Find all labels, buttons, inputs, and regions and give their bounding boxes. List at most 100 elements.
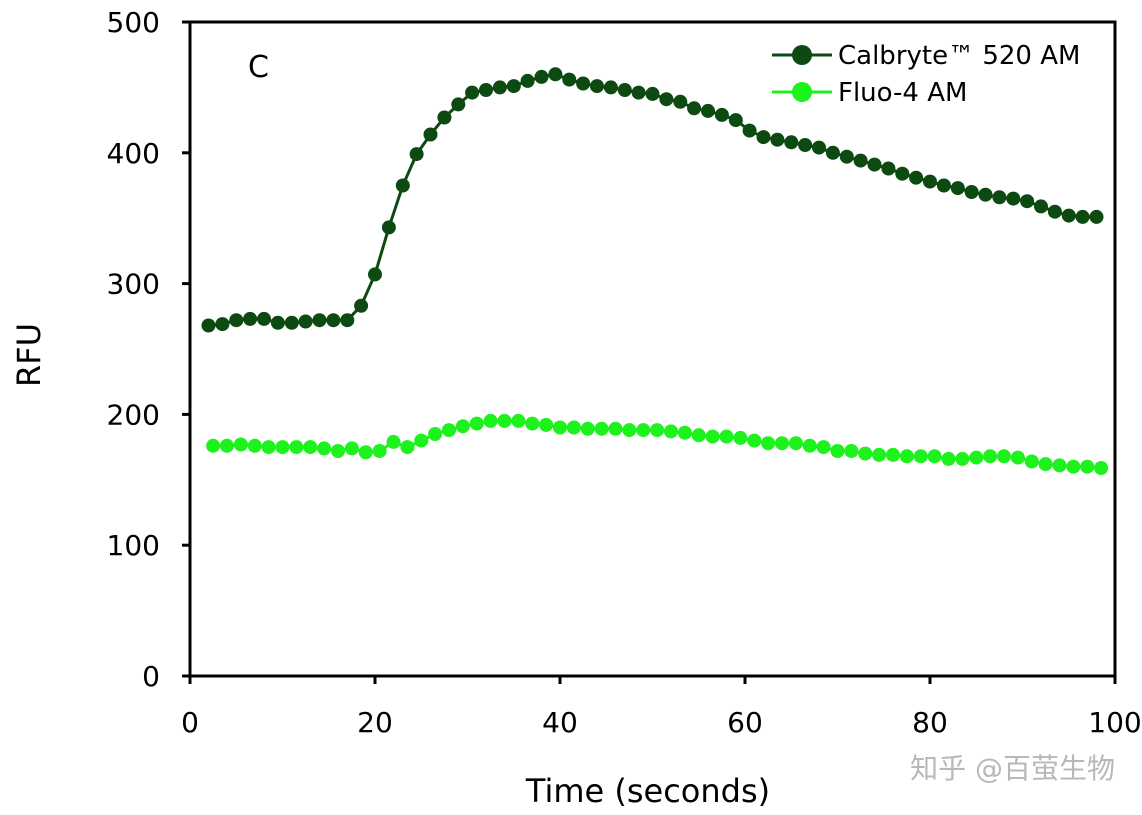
data-point	[483, 413, 498, 428]
data-point	[839, 149, 854, 164]
series-layer	[201, 67, 1109, 475]
data-point	[1094, 461, 1109, 475]
data-point	[381, 220, 396, 235]
data-point	[275, 440, 290, 455]
data-point	[747, 433, 762, 448]
data-point	[992, 190, 1007, 205]
data-point	[590, 79, 604, 94]
x-axis-title: Time (seconds)	[525, 772, 770, 810]
y-tick-label: 100	[107, 529, 160, 562]
data-point	[548, 67, 563, 82]
data-point	[802, 438, 817, 453]
data-point	[1047, 204, 1062, 219]
data-point	[395, 178, 410, 193]
panel-label: C	[248, 50, 269, 85]
x-tick-label: 40	[542, 706, 578, 739]
data-point	[756, 130, 771, 145]
data-point	[358, 445, 373, 460]
data-point	[941, 451, 956, 466]
data-point	[1038, 457, 1053, 472]
data-point	[298, 314, 313, 329]
data-point	[853, 153, 868, 168]
data-point	[936, 178, 951, 193]
data-point	[229, 313, 244, 328]
data-point	[881, 161, 896, 176]
data-point	[909, 170, 924, 185]
data-point	[344, 441, 359, 456]
series-line	[208, 72, 1097, 327]
legend-label-fluo4: Fluo-4 AM	[838, 78, 967, 108]
data-point	[233, 437, 248, 452]
data-point	[1006, 191, 1021, 206]
data-point	[442, 423, 456, 438]
data-point	[270, 315, 285, 330]
data-point	[983, 449, 998, 464]
y-tick-label: 400	[107, 137, 160, 170]
watermark: 知乎 @百萤生物	[910, 752, 1115, 785]
x-tick-label: 60	[727, 706, 763, 739]
data-point	[372, 444, 387, 458]
data-point	[409, 147, 424, 162]
data-point	[423, 127, 438, 142]
data-point	[687, 101, 702, 116]
y-axis-title: RFU	[10, 323, 48, 387]
data-point	[368, 267, 382, 282]
y-axis: 0 100 200 300 400 500	[107, 6, 190, 693]
data-point	[677, 425, 692, 440]
data-point	[872, 447, 887, 462]
data-point	[1066, 459, 1081, 474]
data-point	[469, 416, 484, 431]
data-point	[340, 313, 355, 328]
data-point	[506, 79, 521, 94]
data-point	[553, 420, 567, 435]
data-point	[206, 438, 221, 453]
data-point	[1080, 459, 1095, 474]
legend-marker-calbryte	[792, 45, 812, 65]
legend-item-fluo4: Fluo-4 AM	[772, 78, 967, 108]
legend-marker-fluo4	[792, 82, 812, 102]
data-point	[608, 421, 623, 436]
data-point	[317, 441, 332, 456]
y-tick-label: 500	[107, 6, 160, 39]
data-point	[617, 83, 632, 97]
data-point	[899, 449, 914, 464]
plot-frame	[188, 20, 1117, 678]
data-point	[576, 76, 591, 91]
data-point	[603, 80, 618, 95]
data-point	[511, 413, 526, 428]
data-point	[525, 416, 540, 431]
data-point	[969, 450, 984, 465]
data-point	[775, 436, 789, 451]
x-tick-label: 100	[1088, 706, 1141, 739]
data-point	[594, 421, 609, 436]
data-point	[534, 69, 549, 84]
data-point	[562, 72, 577, 87]
data-point	[631, 85, 646, 100]
data-point	[714, 107, 729, 122]
data-point	[798, 138, 813, 152]
data-point	[830, 444, 845, 458]
data-point	[1020, 194, 1035, 209]
data-point	[825, 145, 840, 160]
data-point	[455, 419, 470, 434]
y-tick-label: 200	[107, 398, 160, 431]
data-point	[465, 85, 480, 100]
data-point	[895, 166, 910, 181]
data-point	[955, 451, 970, 466]
data-point	[645, 86, 660, 101]
data-point	[1089, 209, 1104, 224]
data-point	[220, 438, 234, 453]
data-point	[386, 434, 401, 449]
data-point	[437, 110, 452, 125]
data-point	[812, 140, 826, 155]
data-point	[580, 421, 595, 436]
data-point	[858, 446, 873, 461]
data-point	[705, 429, 720, 444]
data-point	[923, 174, 937, 189]
series-0	[201, 67, 1104, 333]
data-point	[636, 423, 651, 438]
legend: Calbryte™ 520 AM Fluo-4 AM	[772, 41, 1080, 108]
data-point	[451, 97, 466, 112]
data-point	[867, 157, 882, 172]
